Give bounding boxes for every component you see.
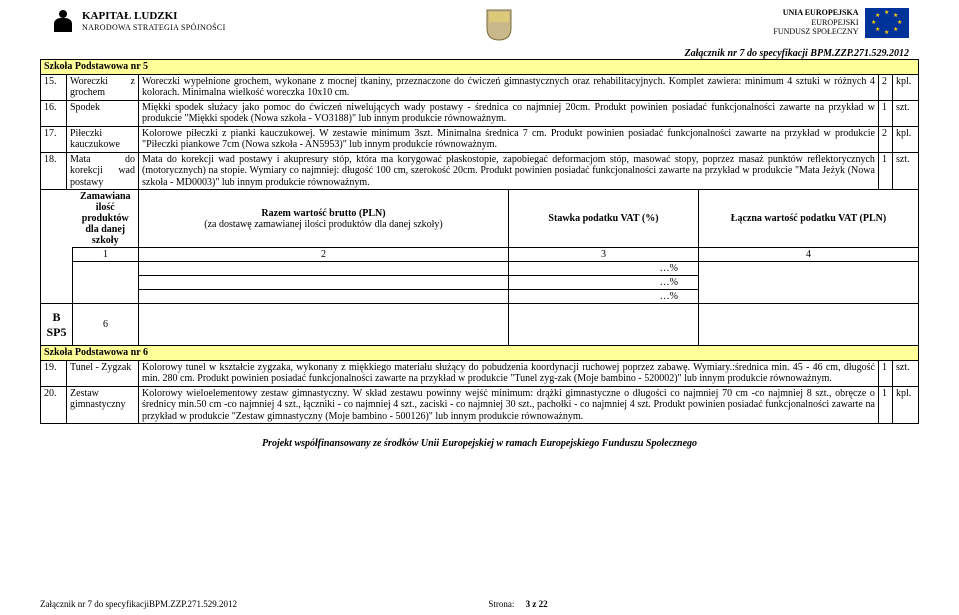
row-name: Tunel - Zygzak — [67, 360, 139, 386]
table-row: 16. Spodek Miękki spodek służacy jako po… — [41, 100, 919, 126]
row-qty: 1 — [878, 152, 892, 190]
vat-pct: …% — [509, 262, 698, 276]
row-desc: Kolorowe piłeczki z pianki kauczukowej. … — [139, 126, 879, 152]
row-num: 17. — [41, 126, 67, 152]
colnum-2: 2 — [139, 248, 509, 262]
subhead-laczna: Łączna wartość podatku VAT (PLN) — [699, 190, 919, 248]
vat-pct: …% — [509, 290, 698, 303]
group-stawka — [509, 304, 699, 346]
row-desc: Miękki spodek służacy jako pomoc do ćwic… — [139, 100, 879, 126]
brutto-cell — [139, 262, 509, 304]
group-qty: 6 — [73, 304, 139, 346]
subhead-brutto: Razem wartość brutto (PLN) (za dostawę z… — [139, 190, 509, 248]
row-num: 15. — [41, 74, 67, 100]
row-qty: 1 — [878, 100, 892, 126]
row-qty: 2 — [878, 126, 892, 152]
row-desc: Mata do korekcji wad postawy i akupresur… — [139, 152, 879, 190]
row-num: 16. — [41, 100, 67, 126]
subhead-stawka: Stawka podatku VAT (%) — [509, 190, 699, 248]
row-num: 18. — [41, 152, 67, 190]
school-5-header: Szkoła Podstawowa nr 5 — [41, 60, 919, 75]
footer-note: Projekt współfinansowany ze środków Unii… — [40, 438, 919, 449]
row-desc: Kolorowy tunel w kształcie zygzaka, wyko… — [139, 360, 879, 386]
row-unit: szt. — [892, 360, 918, 386]
subhead-qty: Zamawiana ilość produktów dla danej szko… — [73, 190, 139, 248]
colnum-3: 3 — [509, 248, 699, 262]
row-qty: 1 — [878, 386, 892, 424]
coat-of-arms-icon — [485, 8, 513, 42]
items-table-2: Szkoła Podstawowa nr 6 19. Tunel - Zygza… — [40, 345, 919, 424]
row-name: Woreczki z grochem — [67, 74, 139, 100]
colnum-1: 1 — [73, 248, 139, 262]
school-6-header: Szkoła Podstawowa nr 6 — [41, 346, 919, 361]
eu-flag-icon: ★ ★ ★ ★ ★ ★ ★ ★ — [865, 8, 909, 38]
row-unit: kpl. — [892, 126, 918, 152]
logo-eu: UNIA EUROPEJSKA EUROPEJSKI FUNDUSZ SPOŁE… — [773, 8, 909, 38]
eu-line2: EUROPEJSKI — [811, 18, 858, 27]
group-laczna — [699, 304, 919, 346]
row-name: Spodek — [67, 100, 139, 126]
table-row: 18. Mata do korekcji wad postawy Mata do… — [41, 152, 919, 190]
table-row: 20. Zestaw gimnastyczny Kolorowy wieloel… — [41, 386, 919, 424]
row-unit: szt. — [892, 152, 918, 190]
footer-left: Załącznik nr 7 do specyfikacjiBPM.ZZP.27… — [40, 599, 237, 609]
school-6-title: Szkoła Podstawowa nr 6 — [41, 346, 919, 361]
row-qty: 2 — [878, 74, 892, 100]
row-name: Piłeczki kauczukowe — [67, 126, 139, 152]
row-qty: 1 — [878, 360, 892, 386]
table-row: 17. Piłeczki kauczukowe Kolorowe piłeczk… — [41, 126, 919, 152]
attachment-line: Załącznik nr 7 do specyfikacji BPM.ZZP.2… — [0, 46, 959, 59]
group-b-sp5: BSP5 — [41, 304, 73, 346]
row-name: Mata do korekcji wad postawy — [67, 152, 139, 190]
row-num: 20. — [41, 386, 67, 424]
stawka-cell: …% …% …% — [509, 262, 699, 304]
row-unit: szt. — [892, 100, 918, 126]
kl-title: KAPITAŁ LUDZKI — [82, 10, 226, 22]
logo-kapital-ludzki: KAPITAŁ LUDZKI NARODOWA STRATEGIA SPÓJNO… — [50, 8, 226, 34]
kl-subtitle: NARODOWA STRATEGIA SPÓJNOŚCI — [82, 23, 226, 32]
summary-table: Zamawiana ilość produktów dla danej szko… — [40, 189, 919, 346]
vat-pct: …% — [509, 276, 698, 290]
row-num: 19. — [41, 360, 67, 386]
person-icon — [50, 8, 76, 34]
items-table: Szkoła Podstawowa nr 5 15. Woreczki z gr… — [40, 59, 919, 190]
footer-bar: Załącznik nr 7 do specyfikacjiBPM.ZZP.27… — [40, 599, 919, 609]
page-header: KAPITAŁ LUDZKI NARODOWA STRATEGIA SPÓJNO… — [0, 0, 959, 46]
laczna-cell — [699, 262, 919, 304]
table-row: 19. Tunel - Zygzak Kolorowy tunel w kszt… — [41, 360, 919, 386]
eu-line1: UNIA EUROPEJSKA — [783, 8, 859, 17]
row-name: Zestaw gimnastyczny — [67, 386, 139, 424]
school-5-title: Szkoła Podstawowa nr 5 — [41, 60, 919, 75]
group-brutto — [139, 304, 509, 346]
row-unit: kpl. — [892, 74, 918, 100]
row-desc: Woreczki wypełnione grochem, wykonane z … — [139, 74, 879, 100]
footer-mid: Strona: 3 z 22 — [488, 599, 547, 609]
colnum-4: 4 — [699, 248, 919, 262]
row-unit: kpl. — [892, 386, 918, 424]
eu-line3: FUNDUSZ SPOŁECZNY — [773, 27, 858, 36]
table-row: 15. Woreczki z grochem Woreczki wypełnio… — [41, 74, 919, 100]
row-desc: Kolorowy wieloelementowy zestaw gimnasty… — [139, 386, 879, 424]
